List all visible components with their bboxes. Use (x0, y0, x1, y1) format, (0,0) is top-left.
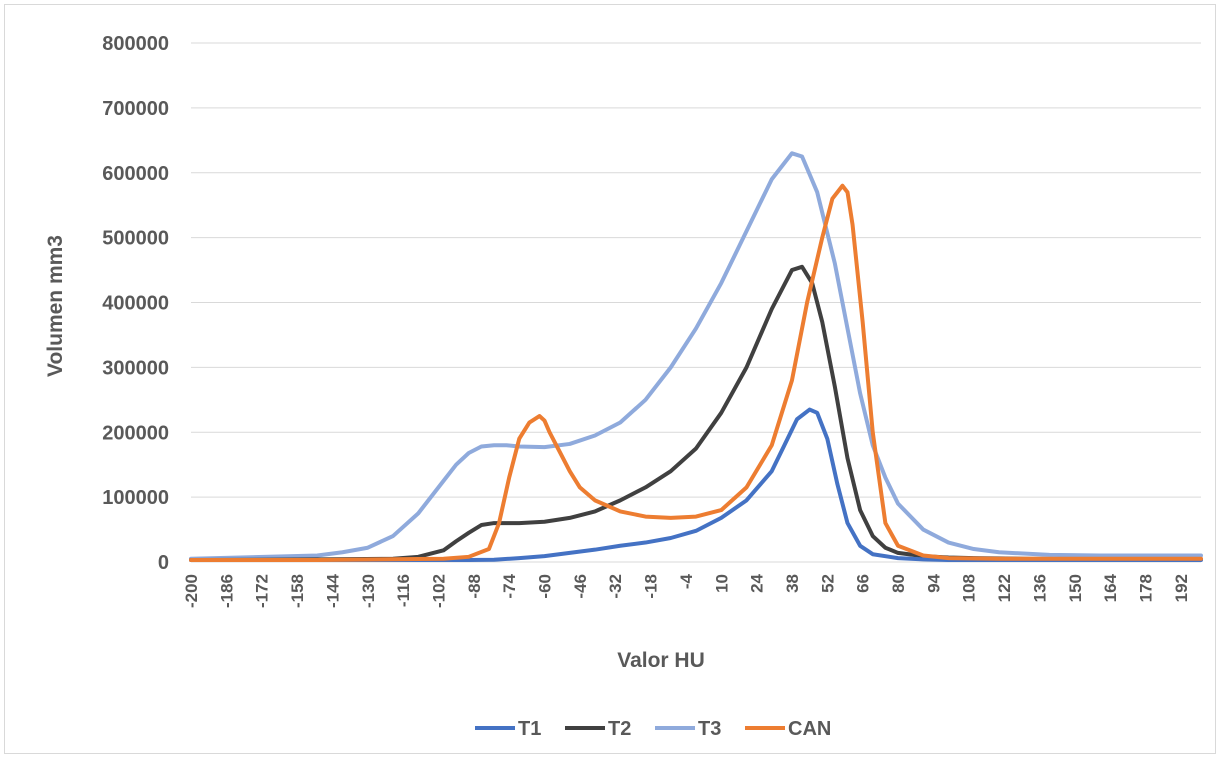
series-lines (189, 151, 1203, 563)
legend-item-t2: T2 (565, 718, 631, 740)
gridlines (191, 42, 1201, 563)
y-tick-label: 600000 (102, 163, 169, 185)
y-tick-label: 100000 (102, 487, 169, 509)
x-tick-label: 164 (1101, 573, 1120, 602)
legend-item-t3: T3 (655, 718, 721, 740)
x-tick-label: 150 (1066, 574, 1085, 602)
series-line-t1 (189, 407, 1203, 563)
series-line-t2 (189, 264, 1203, 563)
series-line-t3 (189, 151, 1203, 561)
x-tick-label: 178 (1136, 574, 1155, 602)
legend-item-t1: T1 (475, 718, 541, 740)
x-tick-label: 80 (889, 574, 908, 593)
line-chart: 0 100000 200000 300000 400000 500000 600000 700… (44, 33, 1203, 740)
x-tick-label: 122 (995, 574, 1014, 602)
x-tick-label: 52 (818, 574, 837, 593)
y-tick-label: 400000 (102, 293, 169, 315)
legend-item-can: CAN (745, 718, 831, 740)
legend-label: T2 (608, 718, 631, 740)
x-tick-label: 108 (960, 574, 979, 602)
y-tick-label: 200000 (102, 422, 169, 444)
x-tick-label: 24 (748, 573, 767, 592)
y-tick-label: 800000 (102, 33, 169, 55)
series-line-can (189, 183, 1203, 563)
x-axis-title: Valor HU (617, 649, 705, 672)
x-tick-label: 66 (854, 574, 873, 593)
y-tick-label: 700000 (102, 98, 169, 120)
y-tick-label: 500000 (102, 228, 169, 250)
x-tick-label: -116 (394, 574, 413, 607)
y-tick-label: 300000 (102, 357, 169, 379)
x-tick-label: -130 (359, 574, 378, 608)
x-tick-label: -46 (571, 574, 590, 599)
x-tick-label: 10 (712, 574, 731, 593)
legend-label: T3 (698, 718, 721, 740)
x-tick-label: -200 (182, 574, 201, 608)
x-tick-label: 136 (1030, 574, 1049, 602)
x-tick-labels: -200 -186 -172 -158 -144 -130 -116 -102 -88 -74 -6… (182, 573, 1191, 608)
x-tick-label: -186 (217, 574, 236, 608)
y-tick-labels: 0 100000 200000 300000 400000 500000 600000 700… (102, 33, 169, 574)
y-tick-label: 0 (158, 552, 169, 574)
x-tick-label: -4 (677, 573, 696, 589)
x-tick-label: -102 (429, 574, 448, 608)
x-tick-label: 38 (783, 574, 802, 593)
x-tick-label: -18 (642, 574, 661, 599)
x-tick-label: -158 (288, 574, 307, 608)
x-tick-label: -32 (606, 574, 625, 599)
legend: T1 T2 T3 CAN (475, 718, 831, 740)
y-axis-title: Volumen mm3 (44, 235, 67, 377)
x-tick-label: 192 (1172, 574, 1191, 602)
x-tick-label: -144 (323, 573, 342, 608)
x-tick-label: -74 (500, 573, 519, 598)
x-tick-label: 94 (924, 573, 943, 592)
legend-label: T1 (518, 718, 541, 740)
x-tick-label: -60 (536, 574, 555, 599)
chart-frame: 0 100000 200000 300000 400000 500000 600000 700… (4, 4, 1216, 754)
x-tick-label: -88 (465, 574, 484, 599)
legend-label: CAN (788, 718, 831, 740)
x-tick-label: -172 (253, 574, 272, 608)
